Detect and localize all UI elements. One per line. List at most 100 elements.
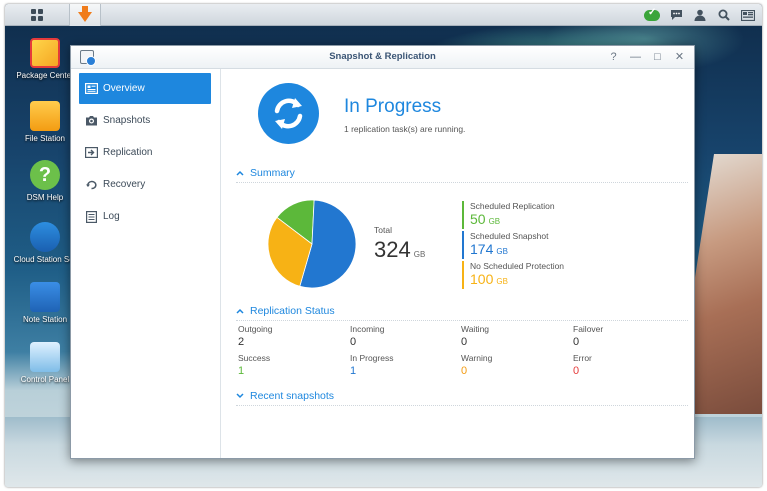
search-icon[interactable] — [714, 6, 734, 24]
replication-icon — [84, 147, 98, 159]
sidebar-item-overview[interactable]: Overview — [79, 73, 211, 104]
desktop-icon-label: Package Center — [16, 71, 74, 80]
chevron-down-icon — [236, 391, 244, 401]
sidebar: Overview Snapshots Replication Recovery — [71, 69, 221, 458]
main-menu-button[interactable] — [23, 4, 51, 26]
sidebar-item-label: Overview — [103, 83, 145, 94]
download-arrow-icon — [78, 6, 92, 22]
control-panel-icon — [30, 342, 60, 372]
status-subtitle: 1 replication task(s) are running. — [344, 124, 466, 134]
close-button[interactable]: ✕ — [674, 51, 685, 63]
legend-item-scheduled-replication: Scheduled Replication 50 GB — [462, 201, 564, 229]
legend-name: No Scheduled Protection — [470, 261, 565, 271]
legend-number: 100 — [470, 271, 494, 287]
pie-slice-scheduled-snapshot — [299, 199, 357, 289]
widgets-icon[interactable] — [738, 6, 758, 24]
legend-color-bar — [462, 231, 464, 259]
chevron-up-icon — [236, 168, 244, 178]
overview-icon — [84, 83, 98, 95]
status-value: 0 — [350, 336, 357, 348]
divider — [236, 182, 688, 183]
summary-legend: Scheduled Replication 50 GB Scheduled Sna… — [462, 201, 564, 291]
status-label: Incoming — [350, 324, 385, 334]
legend-name: Scheduled Replication — [470, 201, 555, 211]
snapshot-replication-app-icon — [80, 50, 96, 66]
legend-value: 174 GB — [470, 241, 564, 260]
status-value: 0 — [573, 336, 580, 348]
note-station-icon — [30, 282, 60, 312]
grid-icon — [31, 9, 43, 21]
legend-item-scheduled-snapshot: Scheduled Snapshot 174 GB — [462, 231, 564, 259]
sidebar-item-recovery[interactable]: Recovery — [79, 169, 211, 200]
desktop: Package Center File Station ? DSM Help C… — [5, 4, 762, 487]
recent-snapshots-heading: Recent snapshots — [250, 390, 335, 402]
window-title: Snapshot & Replication — [329, 51, 436, 62]
status-label: Success — [238, 353, 271, 363]
desktop-icon-label: Note Station — [22, 315, 68, 324]
status-warning: Warning 0 — [461, 353, 571, 378]
status-outgoing: Outgoing 2 — [238, 324, 348, 349]
desktop-icon-label: Control Panel — [20, 375, 70, 384]
sidebar-item-label: Recovery — [103, 179, 146, 190]
desktop-icon-dsm-help[interactable]: ? DSM Help — [12, 160, 78, 203]
desktop-icon-label: File Station — [24, 134, 66, 143]
folder-icon — [30, 101, 60, 131]
maximize-button[interactable]: □ — [654, 51, 661, 63]
cloud-sync-ok-icon[interactable] — [642, 6, 662, 24]
status-failover: Failover 0 — [573, 324, 683, 349]
help-icon: ? — [30, 160, 60, 190]
desktop-icon-file-station[interactable]: File Station — [12, 101, 78, 144]
legend-unit: GB — [496, 247, 508, 256]
status-in-progress: In Progress 1 — [350, 353, 460, 378]
sidebar-item-log[interactable]: Log — [79, 201, 211, 232]
sidebar-item-label: Log — [103, 211, 120, 222]
overview-panel: In Progress 1 replication task(s) are ru… — [222, 69, 694, 458]
desktop-icon-control-panel[interactable]: Control Panel — [12, 342, 78, 385]
recent-snapshots-section-toggle[interactable]: Recent snapshots — [236, 390, 334, 402]
status-value: 1 — [238, 365, 245, 377]
status-title: In Progress — [344, 96, 442, 117]
status-label: Warning — [461, 353, 493, 363]
replication-status-section-toggle[interactable]: Replication Status — [236, 305, 335, 317]
minimize-button[interactable]: — — [630, 51, 641, 63]
help-button[interactable]: ? — [610, 51, 617, 63]
desktop-icon-package-center[interactable]: Package Center — [12, 38, 78, 81]
taskbar-tray — [642, 4, 758, 26]
legend-unit: GB — [488, 217, 501, 226]
status-error: Error 0 — [573, 353, 683, 378]
sidebar-item-label: Replication — [103, 147, 153, 158]
status-incoming: Incoming 0 — [350, 324, 460, 349]
chevron-up-icon — [236, 306, 244, 316]
legend-unit: GB — [496, 277, 508, 286]
legend-item-no-scheduled-protection: No Scheduled Protection 100 GB — [462, 261, 564, 289]
cloud-station-icon — [30, 222, 60, 252]
status-success: Success 1 — [238, 353, 348, 378]
legend-value: 50 GB — [470, 211, 564, 230]
desktop-icon-label: DSM Help — [26, 193, 64, 202]
legend-color-bar — [462, 261, 464, 289]
sidebar-item-snapshots[interactable]: Snapshots — [79, 105, 211, 136]
desktop-icon-note-station[interactable]: Note Station — [12, 282, 78, 325]
user-icon[interactable] — [690, 6, 710, 24]
status-value: 0 — [461, 365, 468, 377]
recovery-icon — [84, 179, 98, 191]
summary-section-toggle[interactable]: Summary — [236, 167, 295, 179]
pie-slice-no-scheduled-protection — [267, 216, 313, 287]
desktop-icon-cloud-station[interactable]: Cloud Station Ser — [12, 222, 78, 265]
chat-icon[interactable] — [666, 6, 686, 24]
status-label: Failover — [573, 324, 604, 334]
legend-number: 174 — [470, 241, 494, 257]
replication-status-heading: Replication Status — [250, 305, 335, 317]
legend-number: 50 — [470, 211, 486, 227]
status-label: Error — [573, 353, 592, 363]
status-value: 0 — [461, 336, 468, 348]
sidebar-item-replication[interactable]: Replication — [79, 137, 211, 168]
status-label: In Progress — [350, 353, 394, 363]
taskbar-app-button[interactable] — [69, 4, 101, 26]
total-label: Total — [374, 225, 392, 235]
camera-icon — [84, 115, 98, 127]
total-value: 324 GB — [374, 237, 425, 263]
status-label: Outgoing — [238, 324, 273, 334]
taskbar — [5, 4, 762, 26]
window-titlebar[interactable]: Snapshot & Replication ? — □ ✕ — [71, 46, 694, 69]
